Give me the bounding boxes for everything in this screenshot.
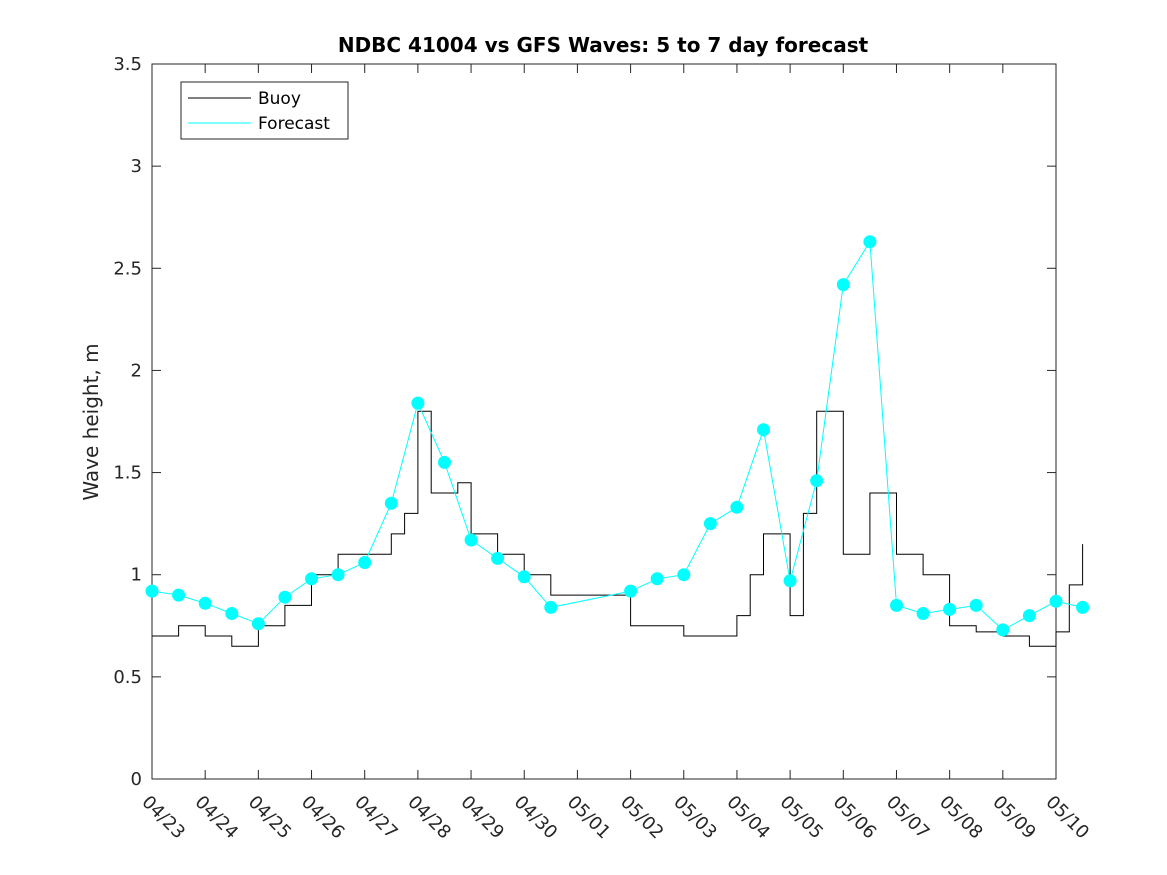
forecast-point [358,556,372,569]
x-tick-label: 05/06 [829,792,881,844]
plot-area [151,63,1057,780]
forecast-line [151,240,1083,631]
legend-forecast-label: Forecast [258,114,330,134]
data-layer [145,235,1090,647]
y-tick-label: 3.5 [113,54,142,75]
x-tick-label: 05/02 [616,792,668,844]
legend-box [180,81,349,140]
x-tick-label: 05/10 [1041,792,1093,844]
forecast-point [145,584,159,598]
forecast-point [464,533,478,547]
forecast-point [890,598,903,612]
forecast-point [810,474,824,488]
forecast-point [757,423,770,437]
forecast-point [650,572,664,586]
forecast-point [730,500,744,514]
x-tick-label: 05/03 [669,792,721,844]
forecast-point [969,598,983,612]
x-tick-label: 05/04 [722,792,774,844]
forecast-point [225,607,239,620]
forecast-point [411,396,425,410]
y-tick-label: 2.5 [113,258,142,279]
forecast-point [783,574,797,588]
forecast-point [384,496,398,510]
x-tick-label: 04/25 [244,792,296,844]
y-tick-label: 0 [131,769,142,790]
forecast-point [491,551,505,565]
forecast-point [331,568,345,582]
forecast-point [863,235,877,249]
forecast-point [677,568,691,582]
y-tick-label: 3 [131,156,142,177]
x-tick-label: 05/05 [776,792,828,844]
legend-buoy-label: Buoy [258,89,301,109]
forecast-point [251,617,265,631]
forecast-point [624,584,638,598]
y-tick-label: 0.5 [113,667,142,688]
forecast-point [438,455,451,469]
x-tick-label: 05/07 [882,792,934,844]
legend: Buoy Forecast [180,81,349,140]
forecast-point [278,590,292,604]
x-tick-label: 04/26 [297,792,349,844]
x-tick-label: 05/01 [563,792,615,844]
y-axis-label: Wave height, m [79,343,103,500]
forecast-point [172,588,186,602]
x-tick-label: 04/27 [350,792,402,844]
forecast-point [943,602,957,616]
y-tick-label: 1 [131,565,142,586]
y-tick-label: 1.5 [113,463,142,484]
forecast-point [703,517,717,531]
forecast-point [1049,594,1063,608]
x-tick-label: 04/24 [191,792,243,844]
forecast-point [916,607,930,620]
forecast-point [836,278,850,292]
forecast-point [1022,609,1036,623]
forecast-point [517,570,531,584]
x-tick-label: 04/29 [457,792,509,844]
x-tick-label: 05/09 [988,792,1040,844]
x-tick-label: 04/28 [403,792,455,844]
y-tick-label: 2 [131,360,142,381]
forecast-point [1076,600,1090,614]
x-tick-label: 04/30 [510,792,562,844]
chart-title: NDBC 41004 vs GFS Waves: 5 to 7 day fore… [338,33,869,57]
x-tick-label: 05/08 [935,792,987,844]
forecast-point [996,623,1010,637]
forecast-point [305,572,318,586]
forecast-point [198,596,212,610]
x-tick-label: 04/23 [137,792,189,844]
forecast-point [544,600,558,614]
